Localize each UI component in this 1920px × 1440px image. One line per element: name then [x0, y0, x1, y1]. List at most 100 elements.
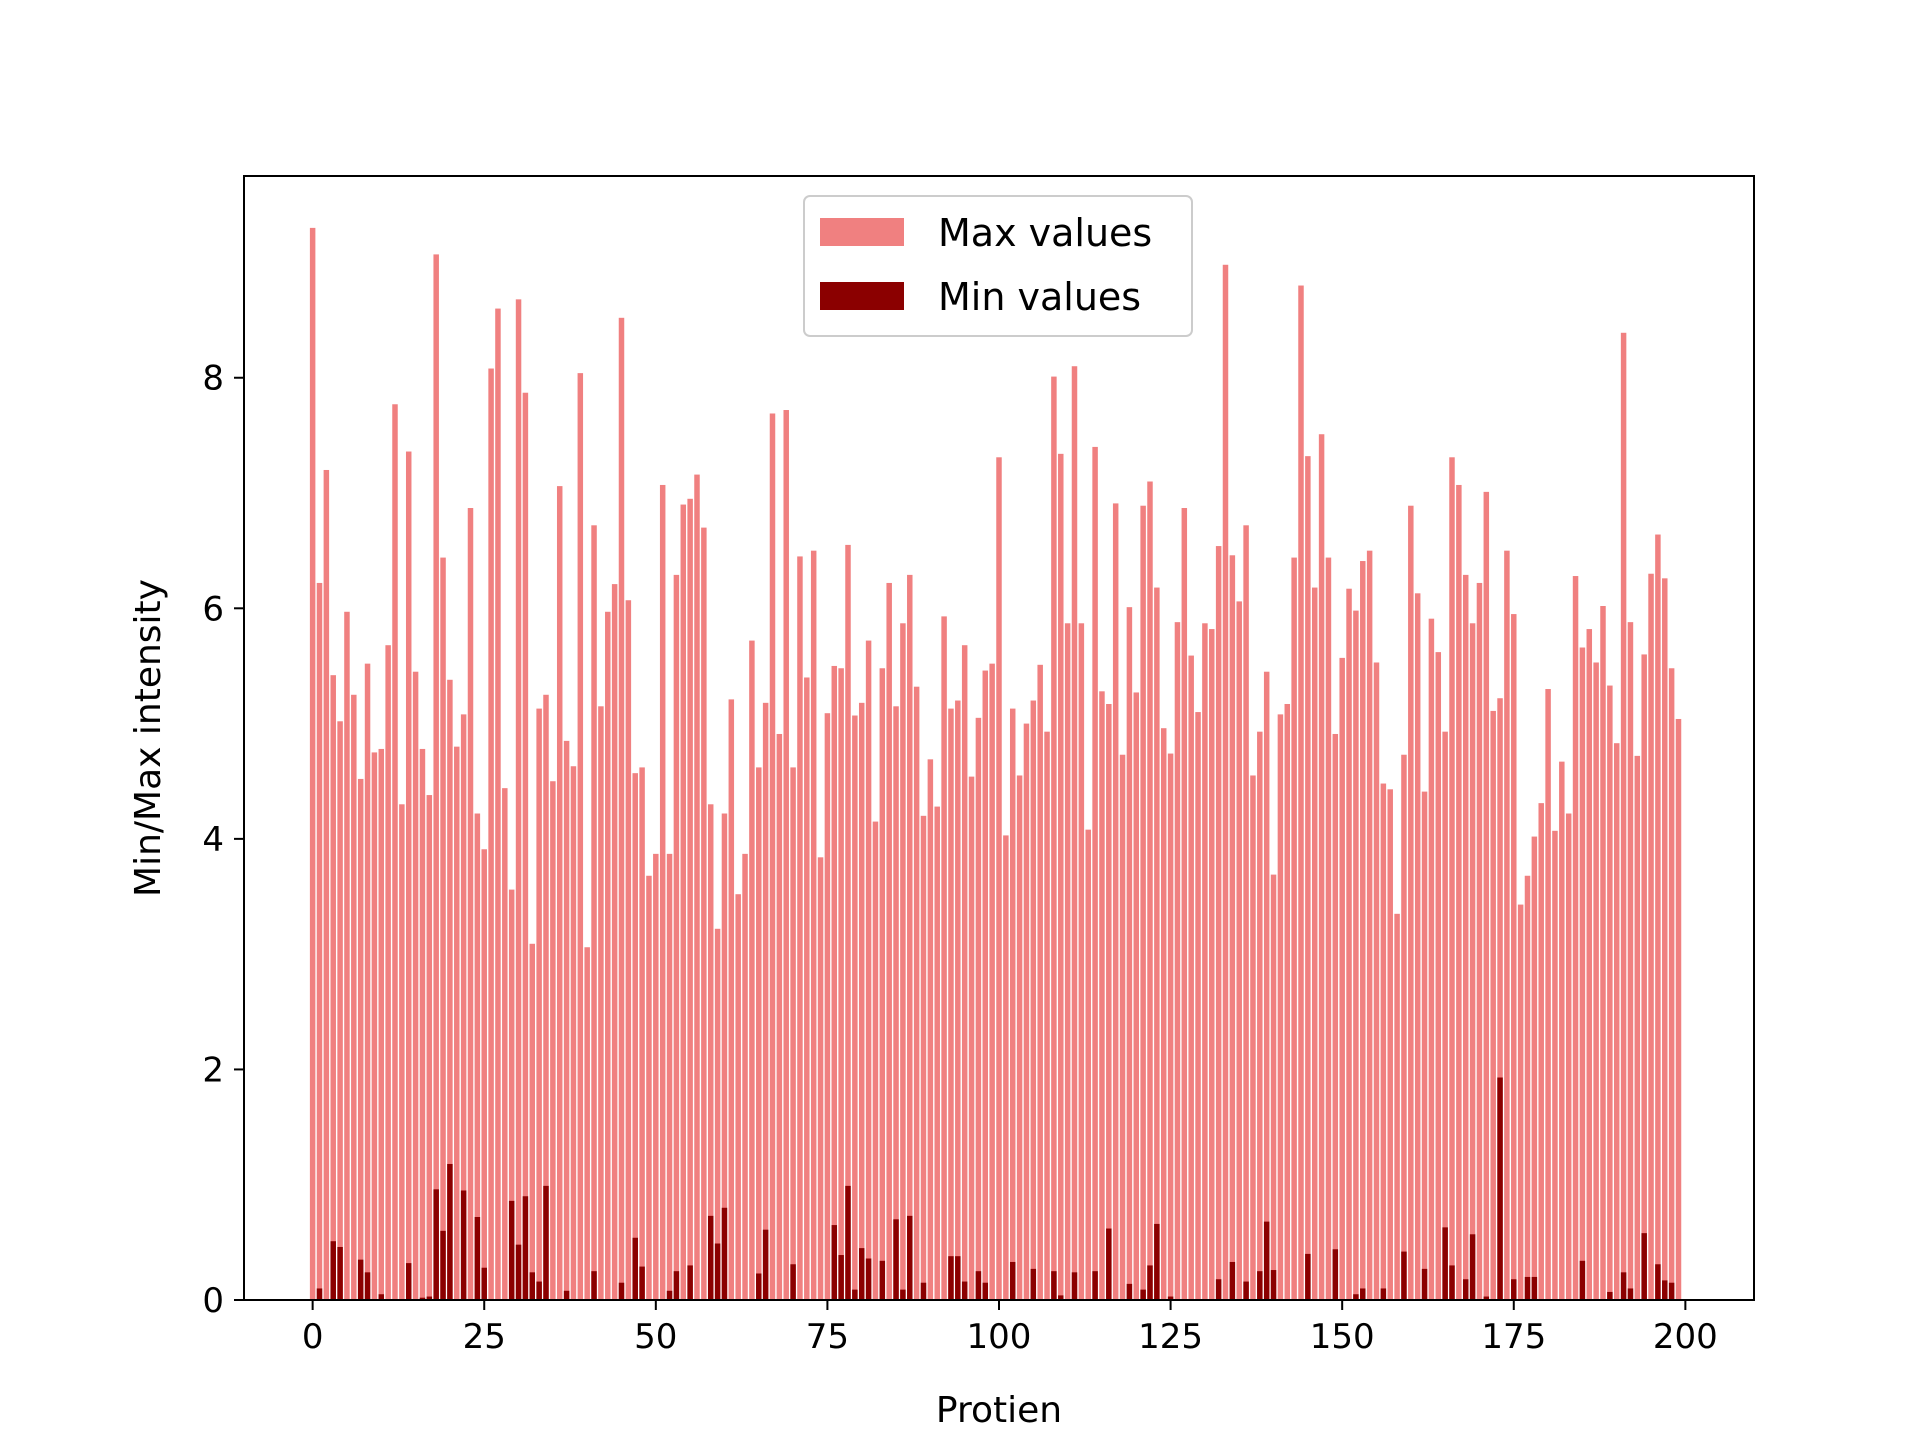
min-bar-168 [1462, 1279, 1469, 1300]
min-bar-105 [1030, 1268, 1037, 1300]
max-bar-17 [426, 795, 433, 1300]
max-bar-128 [1188, 655, 1194, 1300]
max-bar-1 [316, 582, 323, 1300]
max-bar-131 [1209, 629, 1215, 1300]
max-bar-109 [1058, 453, 1064, 1301]
min-bar-109 [1058, 1295, 1064, 1300]
max-bar-122 [1147, 481, 1153, 1300]
max-bar-194 [1641, 654, 1647, 1300]
max-bar-7 [357, 778, 364, 1300]
min-bar-78 [845, 1185, 851, 1300]
max-bar-39 [577, 373, 584, 1300]
min-bar-145 [1305, 1253, 1311, 1300]
min-bar-10 [378, 1294, 385, 1300]
max-bar-67 [769, 413, 776, 1301]
max-bar-26 [488, 368, 494, 1300]
min-bar-89 [920, 1282, 927, 1300]
max-bar-177 [1524, 875, 1531, 1300]
min-bar-31 [522, 1196, 529, 1300]
max-bar-138 [1257, 731, 1263, 1300]
min-bar-60 [721, 1207, 728, 1300]
max-bar-178 [1531, 836, 1538, 1300]
max-bar-36 [556, 486, 563, 1300]
min-bar-125 [1167, 1296, 1174, 1300]
max-bar-34 [543, 694, 549, 1300]
min-bar-173 [1497, 1077, 1503, 1300]
max-bar-50 [653, 853, 659, 1300]
x-axis-label: Protien [936, 1390, 1062, 1431]
max-bar-80 [858, 702, 865, 1300]
x-tick-label-150: 150 [1310, 1317, 1375, 1357]
min-bar-175 [1511, 1279, 1517, 1300]
min-bar-52 [666, 1290, 673, 1300]
max-bar-24 [474, 813, 481, 1300]
max-bar-196 [1655, 534, 1661, 1300]
min-bar-162 [1421, 1268, 1428, 1300]
min-bar-37 [563, 1290, 570, 1300]
y-tick-label-6: 6 [202, 589, 224, 629]
max-bar-190 [1613, 743, 1620, 1300]
max-bar-179 [1538, 803, 1544, 1300]
max-bar-51 [659, 484, 666, 1301]
y-tick-label-2: 2 [202, 1050, 224, 1090]
max-bar-151 [1346, 588, 1352, 1300]
max-bar-139 [1263, 671, 1270, 1300]
max-bar-91 [934, 806, 940, 1300]
max-bar-188 [1600, 606, 1606, 1300]
max-bar-61 [728, 699, 735, 1300]
min-bar-102 [1009, 1261, 1016, 1300]
max-bar-156 [1380, 783, 1387, 1300]
max-bar-106 [1037, 664, 1043, 1300]
max-bar-162 [1421, 791, 1428, 1300]
y-axis-label: Min/Max intensity [128, 579, 169, 897]
max-bar-105 [1030, 700, 1037, 1300]
max-bar-155 [1373, 662, 1380, 1300]
max-bar-189 [1607, 685, 1613, 1300]
max-bar-173 [1497, 698, 1503, 1300]
max-bar-101 [1003, 835, 1009, 1300]
max-bar-193 [1634, 755, 1641, 1300]
max-bar-145 [1305, 456, 1311, 1300]
min-bar-58 [707, 1215, 714, 1300]
min-bar-122 [1147, 1265, 1153, 1300]
legend-label-min: Min values [938, 275, 1141, 319]
max-bar-176 [1517, 904, 1524, 1300]
min-bar-76 [831, 1225, 838, 1300]
max-bar-150 [1339, 657, 1345, 1300]
min-bar-177 [1524, 1276, 1531, 1300]
max-bar-3 [330, 675, 336, 1300]
max-bar-21 [454, 746, 460, 1300]
min-bar-66 [762, 1229, 769, 1300]
max-bar-56 [694, 474, 700, 1301]
min-bar-80 [858, 1248, 865, 1300]
max-bar-29 [508, 889, 515, 1300]
min-bar-14 [405, 1263, 412, 1300]
max-bar-142 [1284, 703, 1291, 1300]
max-bar-199 [1675, 718, 1682, 1300]
max-bar-32 [529, 943, 536, 1300]
max-bar-140 [1270, 874, 1277, 1300]
max-bar-19 [440, 557, 446, 1300]
min-bar-83 [879, 1260, 886, 1300]
max-bar-42 [598, 706, 604, 1300]
max-bar-117 [1112, 503, 1119, 1300]
y-tick-label-4: 4 [202, 820, 224, 860]
min-bar-123 [1154, 1223, 1160, 1300]
max-bar-123 [1154, 587, 1160, 1300]
max-bar-198 [1668, 668, 1675, 1300]
max-bar-98 [982, 670, 989, 1300]
max-bar-108 [1051, 376, 1057, 1301]
min-bar-134 [1229, 1261, 1236, 1300]
min-bar-77 [838, 1255, 844, 1300]
max-bar-33 [536, 708, 542, 1300]
min-bar-16 [419, 1297, 426, 1300]
max-bar-112 [1078, 623, 1085, 1300]
min-bar-196 [1655, 1264, 1661, 1300]
x-tick-label-175: 175 [1481, 1317, 1546, 1357]
min-bar-7 [357, 1259, 364, 1300]
max-bar-95 [961, 645, 968, 1300]
max-bar-68 [776, 733, 783, 1300]
max-bar-87 [907, 574, 913, 1300]
max-bar-37 [563, 740, 570, 1300]
min-bar-45 [618, 1282, 625, 1300]
